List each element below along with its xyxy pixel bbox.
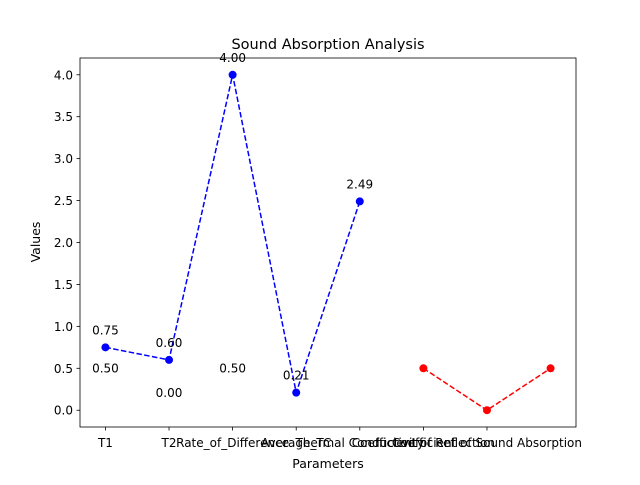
data-label: 0.21 (283, 369, 310, 383)
x-tick-label: T1 (97, 436, 113, 450)
data-label: 0.50 (92, 361, 119, 375)
series-layer (101, 70, 555, 415)
x-tick-label: Average_TC (261, 436, 331, 450)
data-label: 2.49 (346, 177, 373, 191)
data-point (546, 364, 555, 373)
x-axis: T1 T2 Rate_of_DifferenceAverage_TCThermal … (97, 427, 582, 450)
x-axis-label: Parameters (292, 456, 364, 471)
data-label: 0.75 (92, 323, 119, 337)
data-point (355, 197, 364, 206)
y-tick-label: 1.0 (54, 320, 73, 334)
chart-title: Sound Absorption Analysis (231, 37, 424, 53)
y-tick-label: 0.5 (54, 362, 73, 376)
y-tick-label: 2.5 (54, 194, 73, 208)
data-label: 0.50 (219, 361, 246, 375)
y-tick-label: 4.0 (54, 68, 73, 82)
data-point (228, 70, 237, 79)
data-point (101, 343, 110, 352)
y-axis-label: Values (28, 222, 43, 263)
y-tick-label: 3.0 (54, 152, 73, 166)
x-tick-label: Thermal Conductivity (294, 436, 424, 450)
data-point (165, 355, 174, 364)
y-tick-label: 0.0 (54, 404, 73, 418)
y-axis: 0.0 0.5 1.0 1.5 2.0 2.5 3.0 3.5 4.0 (54, 68, 80, 418)
x-tick-label: T2 (161, 436, 177, 450)
y-tick-label: 3.5 (54, 110, 73, 124)
y-tick-label: 1.5 (54, 278, 73, 292)
x-tick-label: Coefficient of Reflection (352, 436, 495, 450)
y-tick-label: 2.0 (54, 236, 73, 250)
data-label: 0.60 (156, 336, 183, 350)
plot-area (80, 58, 576, 427)
data-point (419, 364, 428, 373)
x-tick-label: Rate_of_Difference (176, 436, 289, 450)
data-label: 0.00 (156, 386, 183, 400)
data-point (292, 388, 301, 397)
data-point (482, 406, 491, 415)
x-tick-label: Coefficient of Sound Absorption (392, 436, 582, 450)
plot-frame (79, 57, 577, 428)
